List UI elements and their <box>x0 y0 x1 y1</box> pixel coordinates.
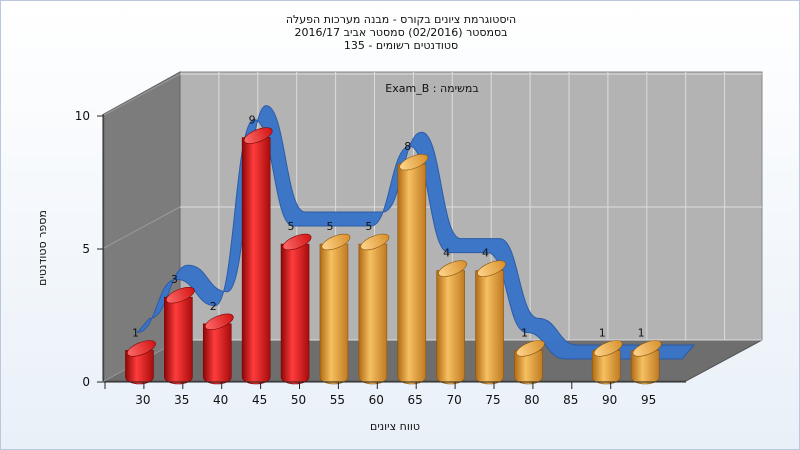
x-tick-label-40: 40 <box>213 393 228 407</box>
bar-cap-90 <box>593 340 623 357</box>
x-tick-label-70: 70 <box>446 393 461 407</box>
y-tick-label-0: 0 <box>82 375 90 389</box>
bar-body-70 <box>436 270 465 385</box>
x-tick-label-80: 80 <box>524 393 539 407</box>
bar-value-label-50: 5 <box>288 220 295 233</box>
chart-title-line-2: בסמסטר (02/2016) סמסטר אביב 2016/17 <box>294 26 508 39</box>
y-axis-label: מספר סטודנטים <box>36 210 49 286</box>
bar-cap-60 <box>360 233 390 251</box>
bar-body-60 <box>358 243 388 385</box>
bar-cap-70 <box>438 260 468 277</box>
bar-body-55 <box>319 243 349 385</box>
bar-cap-95 <box>632 340 662 357</box>
y-tick-label-5: 5 <box>82 242 90 256</box>
chart-title-line-3: 135 - סטודנטים רשומים <box>343 39 459 52</box>
bar-value-label-60: 5 <box>365 220 372 233</box>
bar-cap-75 <box>477 260 506 277</box>
curve-ribbon <box>136 105 696 360</box>
bar-value-label-35: 3 <box>171 273 178 286</box>
bar-40: 2 <box>202 300 234 385</box>
x-tick-label-85: 85 <box>563 393 578 407</box>
x-tick-label-50: 50 <box>291 393 306 407</box>
bar-body-50 <box>280 243 310 385</box>
x-tick-label-95: 95 <box>641 393 656 407</box>
bar-cap-30 <box>127 340 156 357</box>
bar-cap-35 <box>165 286 195 304</box>
bar-value-label-40: 2 <box>210 300 217 313</box>
bar-30: 1 <box>125 326 156 385</box>
bar-body-30 <box>125 350 154 385</box>
x-tick-label-45: 45 <box>252 393 267 407</box>
grid-line-wall-5 <box>103 206 181 249</box>
x-axis-label: טווח ציונים <box>370 420 420 433</box>
bar-value-label-80: 1 <box>521 326 528 339</box>
x-tick-label-55: 55 <box>330 393 345 407</box>
bar-cap-55 <box>321 233 351 251</box>
bar-cap-80 <box>516 340 545 357</box>
bar-cap-45 <box>243 127 273 144</box>
bar-80: 1 <box>514 326 545 385</box>
bar-50: 5 <box>280 220 312 385</box>
x-tick-label-60: 60 <box>369 393 384 407</box>
bar-45: 9 <box>241 114 273 385</box>
x-tick-label-65: 65 <box>408 393 423 407</box>
bar-35: 3 <box>164 273 195 385</box>
bar-body-45 <box>241 137 271 385</box>
bar-value-label-75: 4 <box>482 247 489 260</box>
grid-line-wall-10 <box>103 73 181 116</box>
bar-65: 8 <box>397 140 429 385</box>
chart-subtitle: Exam_B : במשימה <box>385 82 478 95</box>
bar-75: 4 <box>475 247 506 385</box>
bar-55: 5 <box>319 220 351 385</box>
chart-title-line-1: היסטוגרמת ציונים בקורס - מבנה מערכות הפע… <box>285 13 517 26</box>
bar-value-label-55: 5 <box>326 220 333 233</box>
x-tick-label-35: 35 <box>174 393 189 407</box>
bar-60: 5 <box>358 220 390 385</box>
bar-90: 1 <box>591 326 623 385</box>
bars: 1 3 2 9 5 5 5 8 4 4 1 1 1 <box>125 114 662 385</box>
y-tick-label-10: 10 <box>75 109 90 123</box>
bar-value-label-95: 1 <box>638 326 645 339</box>
distribution-curve <box>136 105 696 360</box>
bar-value-label-65: 8 <box>404 140 411 153</box>
bar-value-label-70: 4 <box>443 247 450 260</box>
bar-body-35 <box>164 296 193 385</box>
bar-value-label-45: 9 <box>249 114 256 127</box>
x-tick-label-30: 30 <box>135 393 150 407</box>
bar-body-80 <box>514 350 543 385</box>
bar-95: 1 <box>630 326 662 385</box>
bar-70: 4 <box>436 247 468 385</box>
bar-body-75 <box>475 270 504 385</box>
bar-body-95 <box>630 350 660 385</box>
bar-value-label-30: 1 <box>132 326 139 339</box>
bar-value-label-90: 1 <box>599 326 606 339</box>
bar-body-90 <box>591 350 621 385</box>
x-tick-label-75: 75 <box>485 393 500 407</box>
bar-cap-65 <box>399 153 429 171</box>
x-tick-label-90: 90 <box>602 393 617 407</box>
bar-body-65 <box>397 163 427 385</box>
bar-body-40 <box>202 323 232 385</box>
bar-cap-40 <box>204 313 234 331</box>
bar-cap-50 <box>282 233 312 251</box>
